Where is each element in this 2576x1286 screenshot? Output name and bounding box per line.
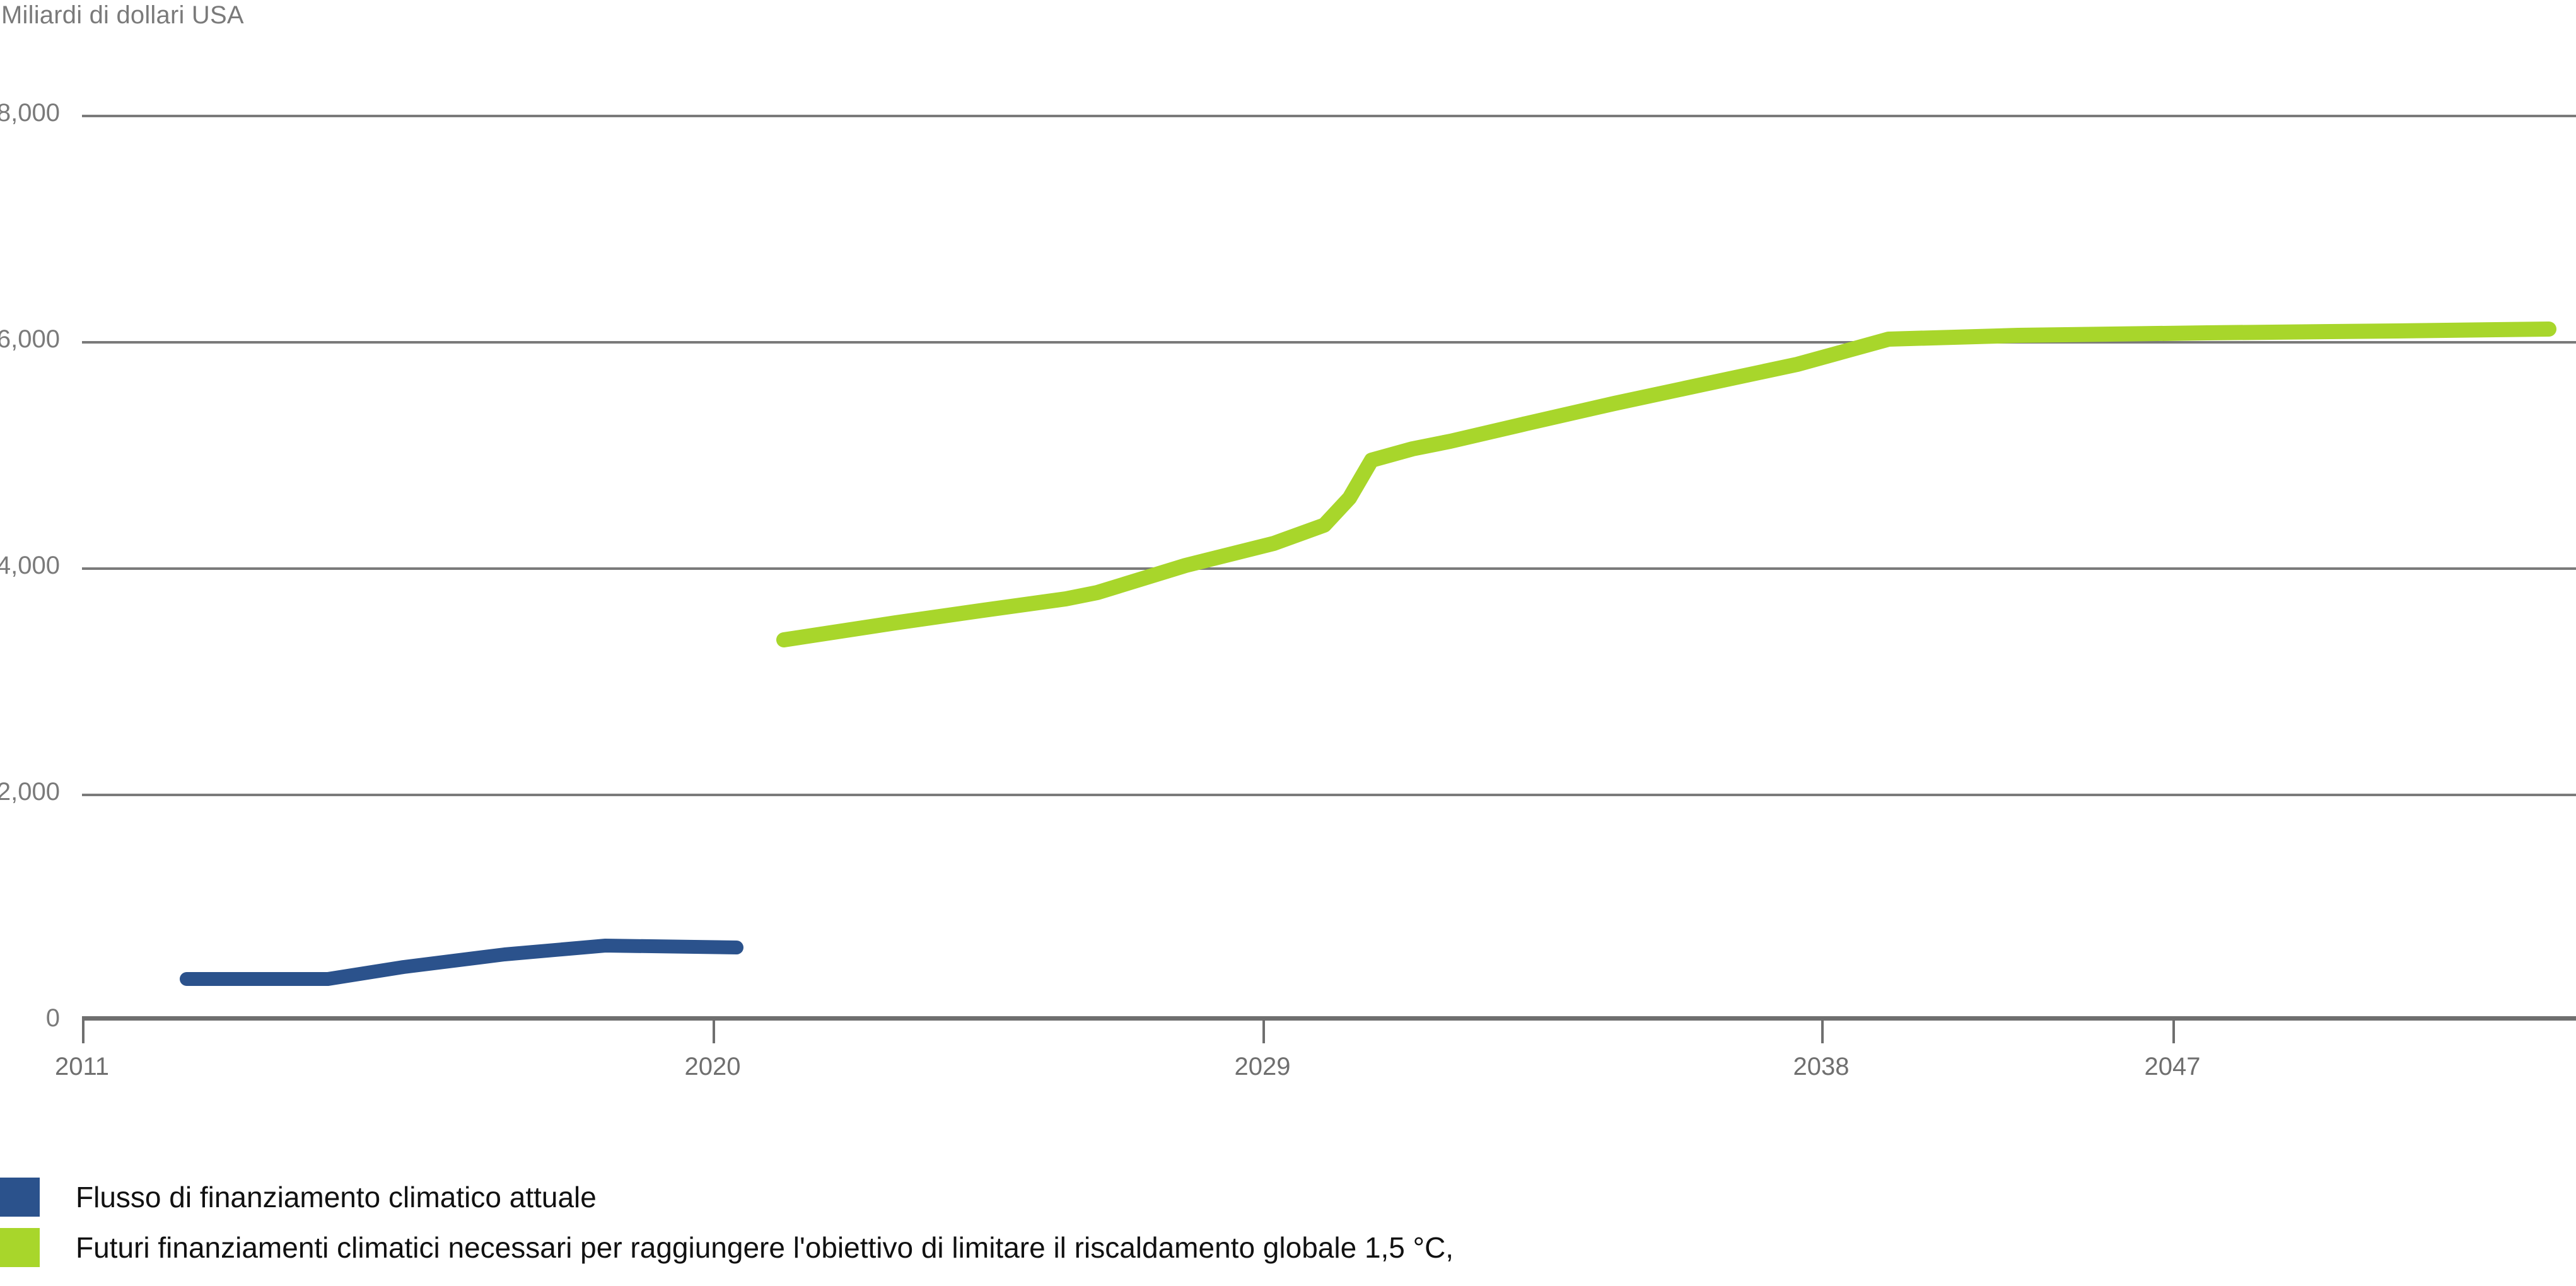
x-axis-line bbox=[82, 1016, 2576, 1021]
y-tick-label-8000: 8,000 bbox=[0, 99, 60, 127]
gridline-2000 bbox=[82, 794, 2576, 796]
y-tick-label-6000: 6,000 bbox=[0, 325, 60, 353]
gridline-4000 bbox=[82, 567, 2576, 570]
plot-area: 8,000 6,000 4,000 2,000 0 2011 2020 2029… bbox=[0, 99, 2576, 1080]
legend-label-needed-finance: Futuri finanziamenti climatici necessari… bbox=[76, 1231, 1454, 1264]
series-plot bbox=[180, 322, 2556, 986]
y-tick-label-0: 0 bbox=[45, 1004, 60, 1032]
legend-item-needed-finance[interactable]: Futuri finanziamenti climatici necessari… bbox=[0, 1223, 2576, 1273]
legend-swatch-icon-current-flow bbox=[0, 1178, 40, 1217]
y-tick-label-4000: 4,000 bbox=[0, 552, 60, 579]
x-tick-mark-2047 bbox=[2172, 1021, 2175, 1043]
x-tick-mark-2038 bbox=[1821, 1021, 1824, 1043]
y-axis-title: Miliardi di dollari USA bbox=[1, 1, 244, 29]
x-tick-label-2038: 2038 bbox=[1793, 1053, 1850, 1080]
x-tick-mark-2020 bbox=[713, 1021, 715, 1043]
series-line-needed-finance bbox=[776, 322, 2556, 647]
series-line-current-flow bbox=[180, 939, 743, 986]
x-tick-mark-2029 bbox=[1262, 1021, 1265, 1043]
gridline-6000 bbox=[82, 341, 2576, 344]
x-tick-label-2020: 2020 bbox=[684, 1053, 741, 1080]
legend-label-current-flow: Flusso di finanziamento climatico attual… bbox=[76, 1181, 597, 1214]
chart-legend: Flusso di finanziamento climatico attual… bbox=[0, 1173, 2576, 1273]
legend-item-current-flow[interactable]: Flusso di finanziamento climatico attual… bbox=[0, 1173, 2576, 1223]
x-tick-label-2011: 2011 bbox=[54, 1053, 110, 1080]
x-tick-label-2029: 2029 bbox=[1234, 1053, 1291, 1080]
x-tick-mark-2011 bbox=[82, 1021, 85, 1043]
y-tick-label-2000: 2,000 bbox=[0, 778, 60, 806]
x-tick-label-2047: 2047 bbox=[2144, 1053, 2201, 1080]
gridline-8000 bbox=[82, 115, 2576, 117]
legend-swatch-icon-needed-finance bbox=[0, 1228, 40, 1267]
